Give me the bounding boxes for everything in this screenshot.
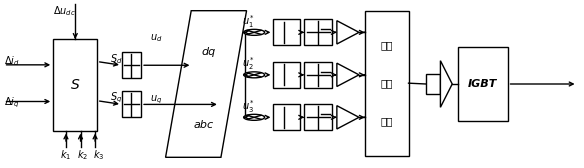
Text: abc: abc	[193, 120, 213, 130]
Text: $S_d$: $S_d$	[110, 52, 123, 66]
Text: $S$: $S$	[70, 78, 80, 92]
Text: $u_q$: $u_q$	[150, 94, 162, 106]
Text: $\Delta i_d$: $\Delta i_d$	[4, 55, 19, 68]
Bar	[365, 11, 409, 156]
Bar	[122, 52, 141, 78]
Text: dq: dq	[202, 47, 216, 57]
Bar	[273, 104, 300, 130]
Text: 信号: 信号	[380, 116, 393, 126]
Text: $k_1$: $k_1$	[60, 149, 72, 162]
Text: $u_3^*$: $u_3^*$	[242, 98, 256, 115]
Text: $k_2$: $k_2$	[77, 149, 88, 162]
Circle shape	[244, 72, 265, 78]
Bar	[53, 39, 97, 131]
Bar	[304, 19, 332, 45]
Text: 生成: 生成	[380, 40, 393, 50]
Text: $\Delta u_{dc}$: $\Delta u_{dc}$	[53, 4, 76, 18]
Bar	[426, 74, 440, 94]
Text: IGBT: IGBT	[468, 79, 498, 89]
Bar	[304, 104, 332, 130]
Circle shape	[244, 29, 265, 35]
Bar	[122, 92, 141, 117]
Bar	[458, 47, 507, 121]
Polygon shape	[337, 21, 359, 44]
Text: $u_2^*$: $u_2^*$	[242, 56, 256, 72]
Polygon shape	[337, 106, 359, 129]
Text: $\Delta i_q$: $\Delta i_q$	[4, 95, 19, 110]
Text: $S_q$: $S_q$	[110, 91, 123, 105]
Polygon shape	[440, 61, 452, 107]
Text: $u_1^*$: $u_1^*$	[242, 13, 256, 30]
Text: $u_d$: $u_d$	[150, 32, 162, 44]
Bar	[304, 62, 332, 88]
Polygon shape	[337, 63, 359, 87]
Polygon shape	[166, 11, 246, 157]
Text: $k_3$: $k_3$	[93, 149, 105, 162]
Text: 驱动: 驱动	[380, 78, 393, 88]
Bar	[273, 62, 300, 88]
Circle shape	[244, 114, 265, 120]
Bar	[273, 19, 300, 45]
